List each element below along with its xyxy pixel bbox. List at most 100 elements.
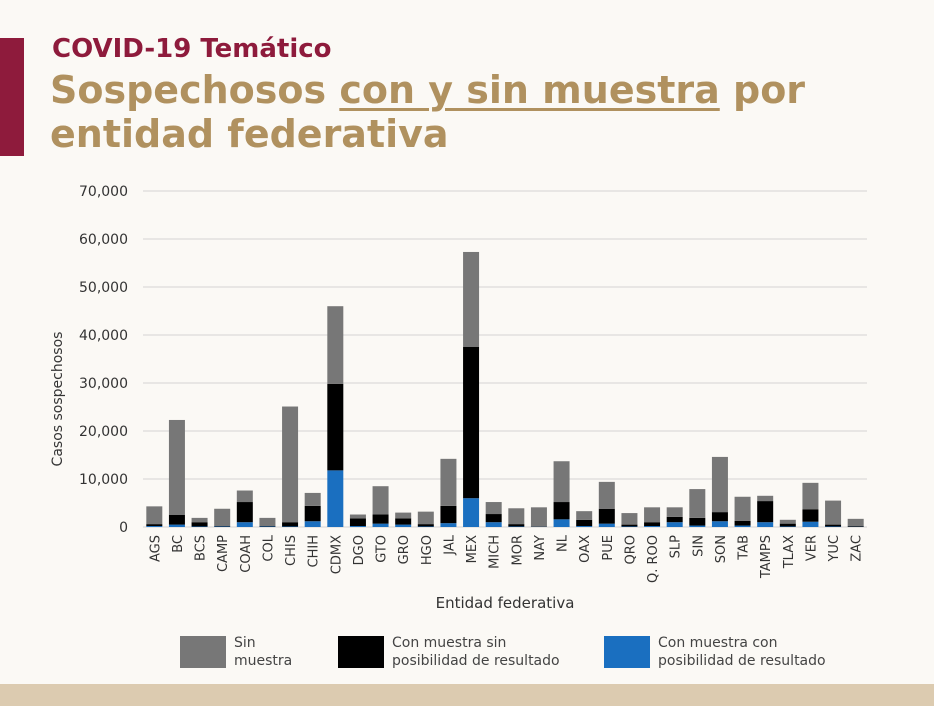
bar-segment	[304, 521, 321, 527]
bar-segment	[757, 501, 774, 523]
bar-segment	[802, 521, 819, 527]
x-tick-label: TAMPS	[759, 535, 774, 579]
y-tick-label: 30,000	[79, 376, 128, 392]
bar-segment	[666, 507, 683, 517]
bar-segment	[327, 470, 344, 527]
bar-segment	[621, 524, 638, 527]
legend-label: Con muestra sin posibilidad de resultado	[392, 635, 560, 669]
bar-segment	[734, 496, 751, 521]
bar-segment	[689, 517, 706, 526]
bar-segment	[168, 515, 185, 525]
x-axis-label: Entidad federativa	[436, 594, 575, 612]
bar-segment	[236, 522, 253, 527]
bar-segment	[734, 520, 751, 526]
bar-segment	[779, 519, 796, 524]
x-tick-label: DGO	[352, 535, 367, 565]
x-tick-label: Q. ROO	[646, 535, 661, 583]
bar-segment	[802, 509, 819, 522]
bar-segment	[666, 516, 683, 523]
x-tick-label: NL	[556, 534, 571, 552]
bar-segment	[666, 522, 683, 527]
bar-segment	[711, 456, 728, 513]
bar-segment	[349, 526, 366, 527]
footer-band	[0, 684, 934, 706]
bar-segment	[304, 505, 321, 522]
bar-segment	[734, 525, 751, 527]
legend-label: Sin muestra	[234, 635, 293, 669]
x-tick-label: AGS	[148, 535, 163, 562]
y-tick-label: 70,000	[79, 184, 128, 200]
y-tick-label: 0	[119, 520, 128, 536]
y-axis-label: Casos sospechosos	[50, 332, 66, 467]
bar-segment	[463, 347, 480, 499]
bar-segment	[372, 514, 389, 524]
bar-segment	[463, 498, 480, 527]
bar-segment	[644, 526, 661, 527]
bar-segment	[485, 514, 502, 523]
legend-swatch	[604, 636, 650, 668]
x-tick-label: GRO	[397, 535, 412, 564]
x-tick-label: CHIS	[284, 535, 299, 566]
x-tick-label: MICH	[488, 535, 503, 569]
bar-segment	[711, 512, 728, 522]
accent-band	[0, 38, 24, 156]
bar-segment	[508, 524, 525, 527]
bar-segment	[417, 511, 434, 525]
bar-segment	[553, 502, 570, 520]
x-tick-label: MEX	[465, 535, 480, 563]
bar-segment	[825, 500, 842, 525]
bar-segment	[440, 458, 457, 506]
x-tick-label: OAX	[578, 535, 593, 563]
bar-segment	[191, 522, 208, 527]
y-tick-label: 50,000	[79, 280, 128, 296]
slide-title: Sospechosos con y sin muestra por entida…	[50, 68, 910, 156]
x-tick-label: BCS	[194, 535, 209, 561]
kicker-title: COVID-19 Temático	[52, 34, 332, 64]
bar-segment	[146, 506, 163, 525]
legend-label: Con muestra con posibilidad de resultado	[658, 635, 826, 669]
bar-segment	[168, 524, 185, 527]
bar-segment	[349, 514, 366, 519]
bar-segment	[711, 521, 728, 527]
bar-segment	[530, 507, 547, 527]
title-post: por entidad federativa	[50, 68, 806, 156]
bar-segment	[395, 524, 412, 527]
x-tick-label: MOR	[510, 535, 525, 565]
bar-segment	[757, 495, 774, 502]
bar-segment	[825, 524, 842, 527]
bar-segment	[236, 490, 253, 503]
bar-segment	[689, 489, 706, 518]
x-tick-label: JAL	[442, 534, 457, 555]
bar-segment	[372, 486, 389, 515]
x-tick-label: CHIH	[307, 535, 322, 567]
x-tick-label: BC	[171, 535, 186, 553]
x-tick-label: TLAX	[782, 535, 797, 569]
bar-segment	[598, 508, 615, 524]
bar-segment	[847, 518, 864, 527]
bar-segment	[440, 505, 457, 524]
y-tick-label: 40,000	[79, 328, 128, 344]
x-tick-label: SON	[714, 535, 729, 563]
bar-segment	[327, 383, 344, 471]
bar-segment	[259, 517, 276, 527]
bar-segment	[463, 251, 480, 347]
bar-segment	[214, 508, 231, 527]
bar-segment	[644, 507, 661, 523]
bar-segment	[802, 482, 819, 510]
bar-segment	[598, 481, 615, 509]
bar-segment	[485, 502, 502, 515]
bar-segment	[327, 306, 344, 384]
y-tick-label: 60,000	[79, 232, 128, 248]
x-tick-label: VER	[804, 535, 819, 561]
title-underlined: con y sin muestra	[339, 68, 720, 112]
x-tick-label: QRO	[623, 535, 638, 565]
x-tick-label: ZAC	[850, 535, 865, 562]
bar-segment	[553, 519, 570, 527]
bar-segment	[372, 523, 389, 527]
x-tick-label: TAB	[737, 535, 752, 561]
title-pre: Sospechosos	[50, 68, 340, 112]
bar-segment	[757, 522, 774, 527]
legend-swatch	[180, 636, 226, 668]
bar-segment	[282, 522, 299, 527]
x-tick-label: YUC	[827, 535, 842, 563]
